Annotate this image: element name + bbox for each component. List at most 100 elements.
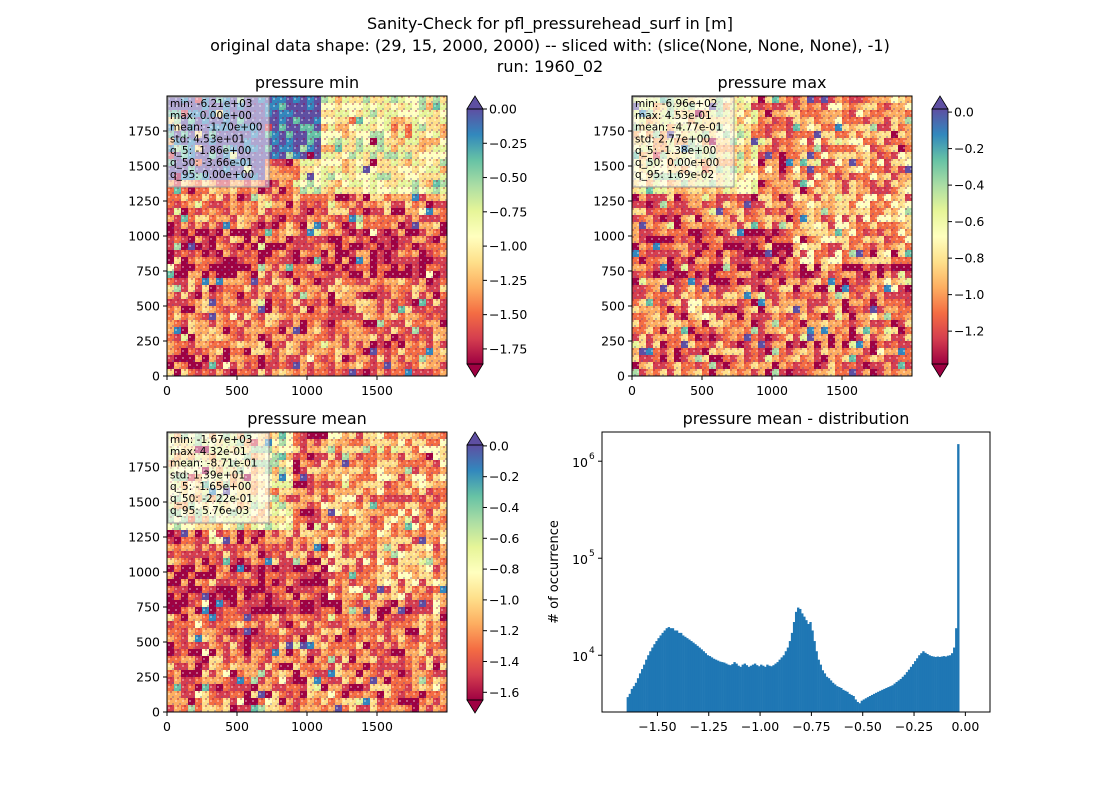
histogram-bar <box>872 693 876 712</box>
histogram-bar <box>887 687 890 712</box>
histogram-bar <box>723 662 726 712</box>
y-tick-label: 1250 <box>128 194 160 209</box>
x-tick-label: 500 <box>225 383 249 398</box>
colorbar-tick-label: 0.0 <box>954 105 974 120</box>
y-tick-exponent: 5 <box>589 549 595 559</box>
histogram-bar <box>811 630 814 712</box>
histogram-bar <box>647 655 650 712</box>
colorbar-tick-label: −0.2 <box>489 469 519 484</box>
histogram-bar <box>774 663 777 712</box>
histogram-bar <box>770 666 773 712</box>
y-tick-label: 1250 <box>128 530 160 545</box>
stats-box-background <box>632 96 735 188</box>
histogram-bar <box>895 681 898 712</box>
histogram-bar <box>948 655 952 712</box>
histogram-bar <box>803 616 806 712</box>
x-tick-label: 1500 <box>361 719 393 734</box>
histogram-bar <box>920 653 923 712</box>
panel-title: pressure mean <box>247 409 367 428</box>
stats-line: mean: -8.71e-01 <box>170 458 257 470</box>
panel-pressure-max: pressure max 0 500 1000 1500 0 250 500 750 1000 1… <box>593 73 984 398</box>
histogram-bar <box>780 657 783 712</box>
histogram-bar <box>628 693 632 712</box>
colorbar-tick-label: 0.0 <box>489 438 509 453</box>
histogram-bar <box>819 664 822 712</box>
histogram-bar <box>930 656 933 712</box>
histogram-bar <box>638 673 642 712</box>
histogram-bar <box>659 635 662 712</box>
colorbar-tick-label: −0.25 <box>489 136 527 151</box>
histogram-bar <box>797 607 800 712</box>
colorbar-tick-label: −1.25 <box>489 273 527 288</box>
histogram-bar <box>739 666 742 712</box>
histogram-bar <box>846 691 849 712</box>
histogram-bar <box>675 630 679 712</box>
figure-title-line-2: original data shape: (29, 15, 2000, 2000… <box>210 36 890 55</box>
histogram-bar <box>907 669 911 712</box>
histogram-bar <box>885 687 888 712</box>
histogram-bar <box>901 676 905 712</box>
colorbar-tick-label: −0.6 <box>954 214 984 229</box>
y-axis-label: # of occurrence <box>547 520 562 624</box>
stats-line: max: 4.53e-01 <box>635 110 712 122</box>
histogram-bar <box>714 659 718 712</box>
plot-frame <box>601 431 991 713</box>
stats-line: mean: -4.77e-01 <box>635 122 722 134</box>
histogram-bar <box>686 638 689 712</box>
histogram-bar <box>661 632 664 712</box>
histogram-bar <box>821 670 825 712</box>
histogram-bar <box>731 664 734 712</box>
heatmap-plot: 0 500 1000 1500 0 250 500 750 1000 1250 1500 1750 mi… <box>593 95 913 398</box>
histogram-bar <box>860 700 864 712</box>
histogram-bar <box>772 665 775 712</box>
heatmap-plot: 0 500 1000 1500 0 250 500 750 1000 1250 1500 1750 mi… <box>128 95 448 398</box>
colorbar-tick-label: −0.8 <box>954 251 984 266</box>
x-tick-label: 500 <box>690 383 714 398</box>
histogram-bar <box>911 664 915 712</box>
colorbar-tick-label: −1.75 <box>489 341 527 356</box>
histogram-bar <box>794 611 798 712</box>
histogram-bar <box>805 620 808 712</box>
stats-line: q_95: 5.76e-03 <box>170 505 249 517</box>
histogram-bar <box>782 655 786 712</box>
histogram-bar <box>823 673 827 712</box>
histogram-bar <box>778 659 781 712</box>
histogram-bar <box>725 663 728 712</box>
histogram-bar <box>934 656 937 712</box>
stats-line: std: 1.39e+01 <box>170 469 245 481</box>
stats-line: std: 4.53e+01 <box>170 133 245 145</box>
histogram-bar <box>840 687 843 712</box>
histogram-bar <box>669 628 673 712</box>
histogram-bar <box>924 652 927 712</box>
colorbar-tick-label: 0.00 <box>489 102 517 117</box>
histogram-bar <box>909 666 913 712</box>
colorbar-tick-label: −1.0 <box>954 287 984 302</box>
histogram-bar <box>688 639 691 712</box>
stats-line: min: -6.21e+03 <box>170 98 252 110</box>
histogram-bar <box>758 666 761 712</box>
histogram-bar <box>716 660 720 712</box>
colorbar-tick-label: −1.6 <box>489 685 519 700</box>
y-tick-label: 1000 <box>128 229 160 244</box>
histogram-bar <box>751 664 755 712</box>
histogram-bar <box>776 662 779 712</box>
histogram-bar <box>645 659 648 712</box>
histogram-bar <box>649 651 652 712</box>
histogram-bar <box>657 638 660 712</box>
histogram-bar <box>694 644 697 712</box>
histogram-bar <box>768 665 771 712</box>
y-tick-label: 1500 <box>128 159 160 174</box>
y-tick-label: 1750 <box>128 124 160 139</box>
histogram-bar <box>710 657 714 712</box>
colorbar-gradient <box>467 109 483 364</box>
panel-title: pressure min <box>255 73 359 92</box>
histogram-bar <box>827 678 831 712</box>
panel-pressure-mean: pressure mean 0 500 1000 1500 0 250 500 750 1000… <box>128 409 519 734</box>
histogram-bar <box>698 647 701 712</box>
x-tick-label: −0.25 <box>895 719 933 734</box>
colorbar: 0.0 −0.2 −0.4 −0.6 −0.8 −1.0 −1.2 −1.4 −1.6 <box>466 431 519 714</box>
colorbar-tick-label: −0.6 <box>489 531 519 546</box>
colorbar-tick-label: −1.0 <box>489 592 519 607</box>
histogram-bar <box>671 628 675 712</box>
histogram-bar <box>858 703 861 712</box>
